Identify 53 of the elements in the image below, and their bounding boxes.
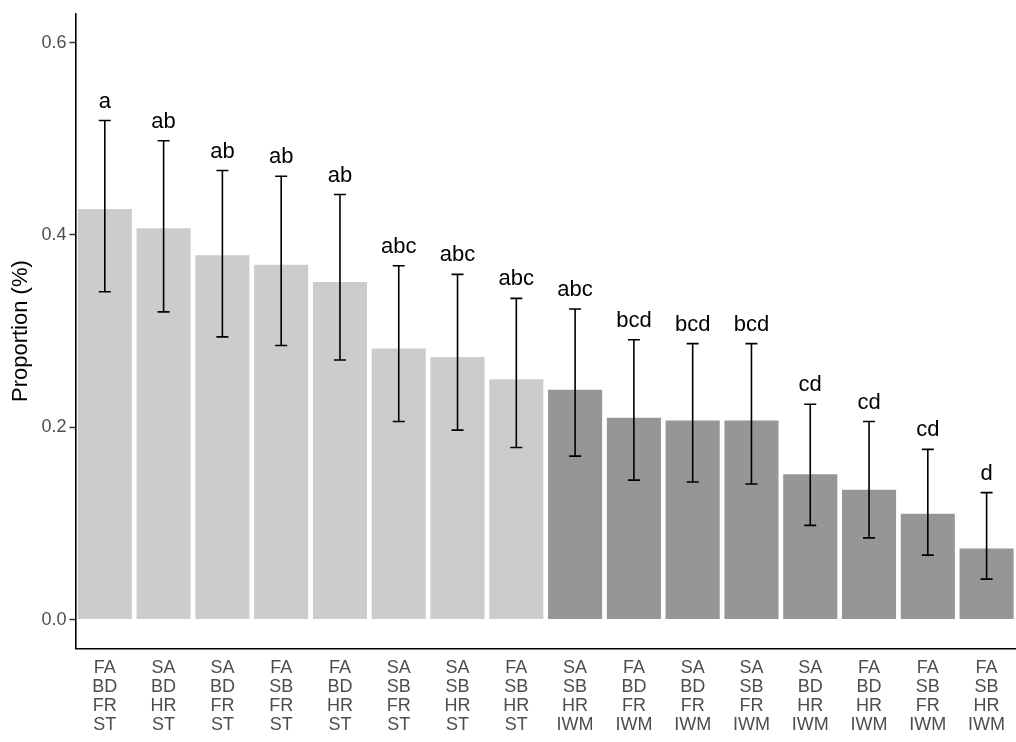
bar: [724, 420, 779, 620]
annotation: cd: [798, 371, 822, 397]
y-tick-label: 0.6: [41, 31, 67, 52]
x-tick-label: FA SB FR ST: [269, 656, 294, 734]
x-tick-label: SA SB FR ST: [386, 656, 411, 734]
annotation: ab: [210, 137, 235, 163]
x-tick-label: FA SB FR IWM: [909, 656, 947, 734]
bar: [665, 420, 720, 620]
annotation: ab: [268, 143, 294, 169]
y-axis-title: Proportion (%): [7, 260, 33, 403]
x-tick-label: SA BD HR IWM: [791, 656, 829, 734]
bar: [195, 255, 250, 620]
annotation: abc: [557, 276, 593, 302]
annotation: bcd: [616, 306, 652, 332]
bar: [254, 264, 309, 620]
x-tick-label: SA SB HR IWM: [556, 656, 594, 734]
x-tick-label: FA BD HR ST: [326, 656, 353, 734]
annotation: abc: [381, 232, 417, 258]
annotation: abc: [498, 265, 535, 291]
x-tick-label: FA SB HR IWM: [968, 656, 1006, 734]
x-tick-label: SA BD FR ST: [209, 656, 235, 734]
bar: [606, 417, 661, 620]
x-tick-label: SA SB FR IWM: [732, 656, 770, 734]
bar: [430, 357, 485, 620]
bar: [783, 474, 838, 620]
x-tick-label: FA BD HR IWM: [850, 656, 888, 734]
annotation: ab: [327, 161, 353, 187]
annotation: bcd: [733, 310, 770, 336]
x-tick-label: FA BD FR IWM: [615, 656, 653, 734]
x-tick-label: SA SB HR ST: [444, 656, 471, 734]
annotation: cd: [916, 416, 940, 442]
bar: [77, 208, 132, 620]
x-tick-label: FA SB HR ST: [503, 656, 530, 734]
annotation: d: [980, 459, 993, 485]
bar: [900, 513, 955, 620]
bar: [548, 389, 603, 620]
annotation: a: [98, 87, 112, 113]
annotation: ab: [151, 107, 176, 133]
x-tick-label: FA BD FR ST: [92, 656, 118, 734]
x-tick-label: SA BD HR ST: [150, 656, 177, 734]
bar: [841, 489, 897, 620]
bar: [959, 548, 1014, 620]
y-tick-label: 0.0: [41, 608, 67, 629]
y-tick-label: 0.2: [41, 416, 67, 437]
bar: [489, 379, 544, 620]
bar: [371, 348, 426, 620]
bar: [312, 282, 367, 620]
annotation: cd: [857, 388, 881, 414]
annotation: abc: [439, 241, 476, 267]
bar: [136, 228, 191, 620]
y-tick-label: 0.4: [41, 223, 67, 244]
x-tick-label: SA BD FR IWM: [674, 656, 712, 734]
annotation: bcd: [674, 310, 711, 336]
